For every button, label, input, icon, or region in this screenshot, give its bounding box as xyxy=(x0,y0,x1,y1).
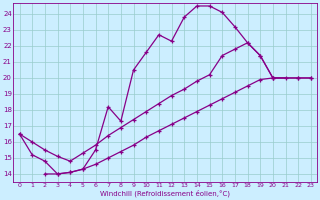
X-axis label: Windchill (Refroidissement éolien,°C): Windchill (Refroidissement éolien,°C) xyxy=(100,190,230,197)
